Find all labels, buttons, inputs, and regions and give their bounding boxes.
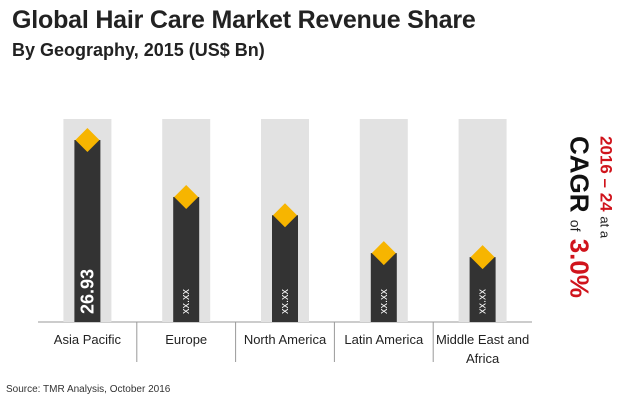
bar-marker-diamond	[174, 184, 199, 209]
bar	[272, 215, 298, 322]
bar	[173, 196, 200, 322]
bar-marker-diamond	[470, 245, 495, 270]
cagr-period: 2016 – 24	[596, 136, 616, 212]
bar-marker-diamond	[273, 203, 297, 228]
category-label: Middle East and	[436, 332, 529, 347]
cagr-rate: 3.0%	[564, 238, 595, 298]
cagr-callout: 2016 – 24 at a CAGR of 3.0%	[558, 112, 618, 322]
source-note: Source: TMR Analysis, October 2016	[6, 384, 171, 395]
cagr-at-a: at a	[597, 216, 613, 239]
category-label: Africa	[466, 351, 500, 366]
category-label: North America	[244, 332, 327, 347]
bar-data-label: xx.xx	[477, 288, 489, 314]
category-label: Latin America	[344, 332, 424, 347]
bar-data-label: xx.xx	[378, 288, 390, 314]
category-label: Europe	[165, 332, 207, 347]
cagr-of: of	[567, 219, 584, 232]
bar	[74, 140, 101, 322]
bar-data-label: xx.xx	[279, 288, 291, 314]
chart-title: Global Hair Care Market Revenue Share	[12, 6, 476, 34]
category-label: Asia Pacific	[54, 332, 122, 347]
cagr-label: CAGR	[564, 136, 595, 213]
cagr-rate-line: CAGR of 3.0%	[561, 136, 595, 298]
cagr-period-line: 2016 – 24 at a	[595, 136, 616, 298]
bar-data-label: xx.xx	[180, 288, 192, 314]
chart-subtitle: By Geography, 2015 (US$ Bn)	[12, 40, 265, 60]
bar-marker-diamond	[371, 241, 396, 266]
bar-marker-diamond	[75, 128, 100, 152]
bar-data-label: 26.93	[77, 269, 97, 314]
